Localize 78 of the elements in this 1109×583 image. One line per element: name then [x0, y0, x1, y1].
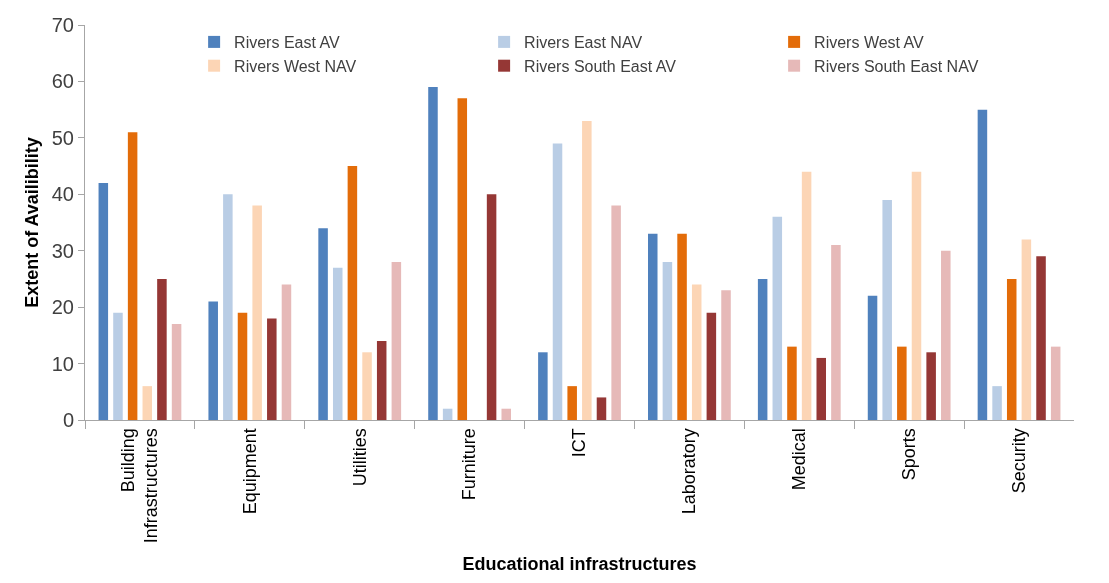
- y-tick-label: 40: [51, 183, 74, 206]
- bar: [113, 312, 123, 420]
- x-tick-label: Equipment: [239, 428, 260, 515]
- bar: [1050, 346, 1061, 420]
- y-tick-label: 10: [51, 352, 74, 375]
- y-tick-label: 30: [51, 239, 74, 262]
- x-tick-label: Laboratory: [679, 428, 700, 515]
- legend-label: Rivers West NAV: [234, 57, 357, 75]
- bar: [882, 199, 892, 420]
- y-tick-label: 20: [51, 296, 74, 319]
- bar: [706, 312, 717, 420]
- x-tick-label: Utilities: [349, 428, 370, 487]
- bar: [552, 143, 563, 420]
- bar: [992, 386, 1002, 420]
- bar: [457, 98, 468, 420]
- legend-label: Rivers East NAV: [524, 34, 643, 52]
- bar: [831, 245, 841, 420]
- bar: [662, 262, 673, 420]
- bar: [677, 233, 687, 420]
- x-tick-label: Security: [1008, 428, 1029, 494]
- bar: [941, 250, 951, 420]
- bar: [897, 346, 907, 420]
- x-tick-label: Building Infrastructures: [118, 428, 162, 544]
- x-tick-label: Sports: [899, 428, 920, 481]
- bar: [596, 397, 607, 420]
- legend-label: Rivers East AV: [234, 34, 340, 52]
- bar: [347, 166, 358, 420]
- bar: [977, 109, 988, 420]
- bar: [611, 205, 621, 420]
- bar: [442, 408, 453, 420]
- bar: [1006, 278, 1017, 420]
- x-tick-label: Medical: [789, 428, 810, 491]
- bar: [127, 132, 138, 420]
- bar: [486, 194, 497, 420]
- bar: [223, 194, 233, 420]
- y-tick-label: 60: [51, 70, 74, 93]
- bar: [757, 278, 768, 420]
- bar: [1021, 239, 1032, 420]
- bar: [362, 352, 372, 420]
- bar: [772, 216, 783, 420]
- bar: [538, 352, 548, 420]
- bar: [318, 228, 328, 420]
- bar: [721, 290, 731, 420]
- y-axis-title: Extent of Availibility: [21, 137, 42, 308]
- bar: [376, 341, 387, 420]
- bar: [252, 205, 262, 420]
- bar: [787, 346, 797, 420]
- bar: [501, 408, 511, 420]
- y-tick-label: 50: [51, 126, 74, 149]
- bar: [237, 312, 248, 420]
- legend-label: Rivers South East AV: [524, 57, 677, 75]
- y-tick-label: 0: [62, 409, 74, 431]
- bar: [648, 233, 658, 420]
- bar: [281, 284, 292, 420]
- bar: [98, 183, 109, 420]
- y-tick-label: 70: [51, 14, 74, 36]
- bar: [332, 267, 343, 420]
- bar: [867, 295, 878, 420]
- legend-label: Rivers South East NAV: [814, 57, 979, 75]
- bar: [926, 352, 936, 420]
- bar: [267, 318, 277, 420]
- bar: [171, 324, 182, 420]
- x-tick-label: Furniture: [459, 428, 480, 501]
- bar: [816, 357, 827, 420]
- bar: [567, 386, 577, 420]
- bar: [801, 171, 812, 420]
- bar: [911, 171, 922, 420]
- x-axis-title: Educational infrastructures: [462, 554, 697, 575]
- bar: [428, 87, 438, 420]
- bar: [1036, 256, 1046, 420]
- bar: [208, 301, 218, 420]
- bar: [157, 278, 167, 420]
- bar: [691, 284, 702, 420]
- legend-label: Rivers West AV: [814, 34, 925, 52]
- bar: [142, 386, 153, 420]
- bar: [391, 262, 402, 420]
- x-tick-label: ICT: [569, 428, 590, 458]
- bar: [582, 120, 592, 420]
